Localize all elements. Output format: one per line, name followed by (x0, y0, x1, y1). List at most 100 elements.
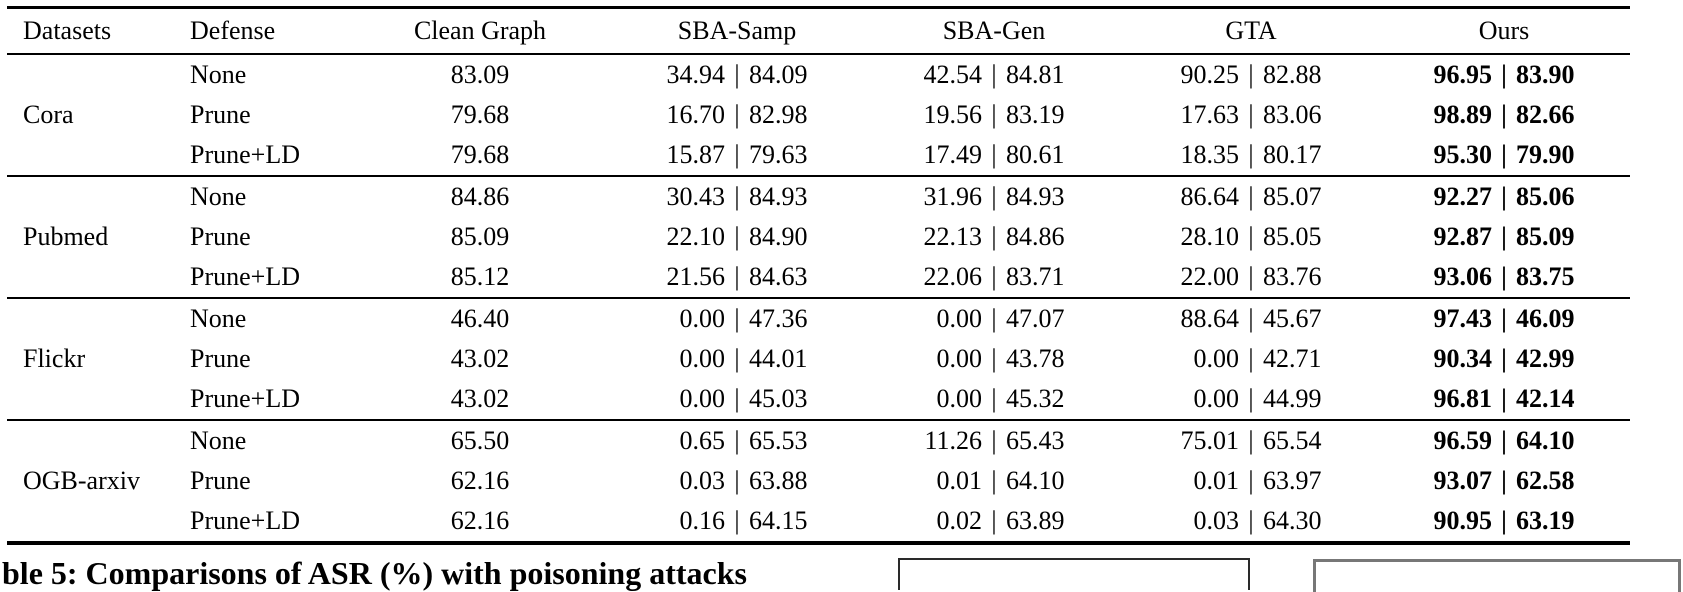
metric-value: 44.01 (749, 344, 808, 373)
pair-separator: | (734, 426, 740, 455)
metric-value: 85.06 (1516, 182, 1575, 211)
pair-separator: | (1501, 262, 1507, 291)
metric-value: 64.10 (1516, 426, 1575, 455)
metric-value: 96.95 (1433, 60, 1493, 89)
sba-samp-value-pair: 0.00 | 44.01 (610, 339, 864, 379)
pair-separator: | (991, 140, 997, 169)
pair-separator: | (1248, 304, 1254, 333)
metric-value: 65.43 (1006, 426, 1065, 455)
clean-graph-value: 43.02 (450, 344, 510, 373)
metric-value: 47.07 (1006, 304, 1065, 333)
pair-separator: | (991, 344, 997, 373)
pair-separator: | (1248, 466, 1254, 495)
metric-value: 16.70 (666, 100, 726, 129)
dataset-label: Cora (23, 100, 74, 129)
sba-samp-value-pair: 16.70 | 82.98 (610, 95, 864, 135)
metric-value: 0.00 (1193, 344, 1240, 373)
metric-value: 22.10 (666, 222, 726, 251)
table-row: Prune 62.16 0.03 | 63.88 0.01 | 64.10 0.01 | 63.97… (7, 461, 1630, 501)
gta-value-pair: 17.63 | 83.06 (1124, 95, 1378, 135)
metric-value: 0.16 (679, 506, 726, 535)
dataset-label: Flickr (7, 297, 162, 420)
pair-separator: | (1248, 262, 1254, 291)
pair-separator: | (1501, 222, 1507, 251)
table-row: Cora None 83.09 34.94 | 84.09 42.54 | 84.81 90.25… (7, 54, 1630, 129)
sba-gen-value-pair: 0.00 | 43.78 (864, 339, 1124, 379)
sba-gen-value-pair: 42.54 | 84.81 (864, 54, 1124, 95)
pair-separator: | (1501, 304, 1507, 333)
ours-value-pair: 93.07 | 62.58 (1378, 461, 1630, 501)
metric-value: 22.13 (923, 222, 983, 251)
ours-value-pair: 96.59 | 64.10 (1378, 419, 1630, 461)
sba-samp-value-pair: 30.43 | 84.93 (610, 175, 864, 217)
metric-value: 0.00 (936, 304, 983, 333)
column-header-ours: Ours (1378, 7, 1630, 55)
metric-value: 90.34 (1433, 344, 1493, 373)
metric-value: 83.76 (1263, 262, 1322, 291)
pair-separator: | (734, 182, 740, 211)
pair-separator: | (1501, 384, 1507, 413)
metric-value: 95.30 (1433, 140, 1493, 169)
sba-gen-value-pair: 0.00 | 47.07 (864, 297, 1124, 339)
table-row: Flickr None 46.40 0.00 | 47.36 0.00 | 47.07 88.64… (7, 297, 1630, 420)
pair-separator: | (991, 466, 997, 495)
metric-value: 93.06 (1433, 262, 1493, 291)
metric-value: 82.88 (1263, 60, 1322, 89)
metric-value: 82.66 (1516, 100, 1575, 129)
pair-separator: | (1501, 140, 1507, 169)
pair-separator: | (734, 344, 740, 373)
pair-separator: | (1248, 384, 1254, 413)
metric-value: 30.43 (666, 182, 726, 211)
clean-graph-value: 79.68 (450, 100, 510, 129)
metric-value: 97.43 (1433, 304, 1493, 333)
metric-value: 0.02 (936, 506, 983, 535)
metric-value: 83.75 (1516, 262, 1575, 291)
sba-samp-value-pair: 0.65 | 65.53 (610, 419, 864, 461)
defense-label: Prune+LD (190, 384, 300, 413)
metric-value: 85.07 (1263, 182, 1322, 211)
defense-label: Prune+LD (190, 262, 300, 291)
defense-label: Prune (190, 344, 251, 373)
table-row: OGB-arxiv None 65.50 0.65 | 65.53 11.26 | 65.43 7… (7, 419, 1630, 543)
column-header-gta: GTA (1124, 7, 1378, 55)
sba-gen-value-pair: 19.56 | 83.19 (864, 95, 1124, 135)
pair-separator: | (1501, 344, 1507, 373)
pair-separator: | (991, 100, 997, 129)
metric-value: 46.09 (1516, 304, 1575, 333)
metric-value: 42.99 (1516, 344, 1575, 373)
pair-separator: | (734, 100, 740, 129)
pair-separator: | (734, 140, 740, 169)
pair-separator: | (991, 426, 997, 455)
pair-separator: | (1248, 60, 1254, 89)
metric-value: 93.07 (1433, 466, 1493, 495)
metric-value: 15.87 (666, 140, 726, 169)
pair-separator: | (1501, 100, 1507, 129)
defense-label: Prune (190, 222, 251, 251)
defense-label: Prune (190, 100, 251, 129)
metric-value: 19.56 (923, 100, 983, 129)
pair-separator: | (991, 506, 997, 535)
defense-label: Prune+LD (190, 506, 300, 535)
gta-value-pair: 0.01 | 63.97 (1124, 461, 1378, 501)
metric-value: 0.03 (1193, 506, 1240, 535)
metric-value: 84.93 (1006, 182, 1065, 211)
gta-value-pair: 28.10 | 85.05 (1124, 217, 1378, 257)
metric-value: 64.15 (749, 506, 808, 535)
gta-value-pair: 86.64 | 85.07 (1124, 175, 1378, 217)
clean-graph-value: 85.12 (450, 262, 510, 291)
column-header-datasets: Datasets (7, 7, 162, 55)
column-header-sba-gen: SBA-Gen (864, 7, 1124, 55)
pair-separator: | (991, 222, 997, 251)
metric-value: 0.00 (936, 384, 983, 413)
gta-value-pair: 22.00 | 83.76 (1124, 257, 1378, 298)
clean-graph-value: 62.16 (450, 506, 510, 535)
metric-value: 17.63 (1180, 100, 1240, 129)
sba-samp-value-pair: 0.16 | 64.15 (610, 501, 864, 543)
table-row: Prune 79.68 16.70 | 82.98 19.56 | 83.19 17.63 | 83… (7, 95, 1630, 135)
pair-separator: | (1501, 182, 1507, 211)
clean-graph-value: 65.50 (350, 419, 610, 461)
metric-value: 90.95 (1433, 506, 1493, 535)
pair-separator: | (734, 60, 740, 89)
clipped-box-right (1313, 559, 1681, 592)
sba-gen-value-pair: 0.00 | 45.32 (864, 379, 1124, 420)
